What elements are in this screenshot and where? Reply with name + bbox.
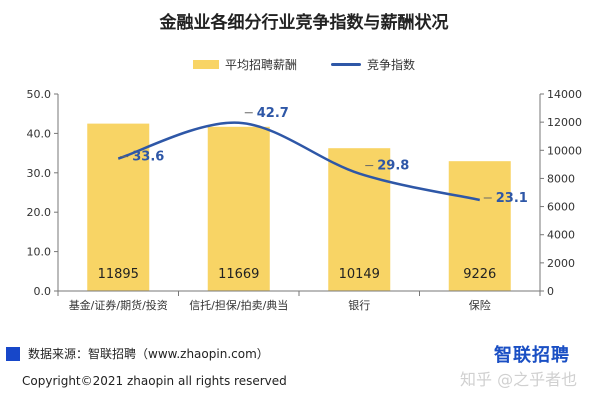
- y-left-tick-label: 0.0: [34, 285, 52, 298]
- y-right-tick-label: 14000: [547, 88, 582, 101]
- brand-logo: 智联招聘: [494, 345, 570, 366]
- bar-value-label: 9226: [463, 267, 496, 282]
- bar: [448, 161, 511, 291]
- x-tick-label: 信托/担保/拍卖/典当: [189, 298, 288, 312]
- source-marker: [6, 346, 20, 361]
- y-right-tick-label: 10000: [547, 144, 582, 157]
- bar-value-label: 11895: [98, 267, 139, 282]
- line-series-competition: [117, 121, 481, 202]
- x-tick-label: 银行: [348, 298, 370, 312]
- y-left-tick-label: 30.0: [27, 167, 52, 180]
- copyright-text: Copyright©2021 zhaopin all rights reserv…: [22, 374, 287, 388]
- watermark: 知乎 @之乎者也: [460, 370, 578, 389]
- y-right-tick-label: 8000: [547, 172, 575, 185]
- legend-swatch-line: [331, 63, 361, 66]
- line-value-label: 33.6: [132, 150, 164, 165]
- chart-title: 金融业各细分行业竞争指数与薪酬状况: [159, 13, 449, 33]
- x-tick-label: 基金/证券/期货/投资: [69, 298, 168, 312]
- y-left-tick-label: 10.0: [27, 246, 52, 259]
- chart-legend: 平均招聘薪酬 竞争指数: [0, 56, 608, 73]
- y-right-tick-label: 6000: [547, 201, 575, 214]
- line-value-label: 29.8: [377, 159, 409, 174]
- y-left-tick-label: 40.0: [27, 127, 52, 140]
- legend-item-competition: 竞争指数: [331, 56, 415, 73]
- legend-label-competition: 竞争指数: [367, 58, 416, 72]
- bar-value-label: 11669: [218, 267, 259, 282]
- y-right-tick-label: 2000: [547, 257, 575, 270]
- chart-plot: 0.0 10.0 20.0 30.0 40.0 50.0 0 2000 4000 6000 8000…: [27, 88, 583, 312]
- line-value-label: 42.7: [257, 106, 289, 121]
- bar-value-label: 10149: [339, 267, 380, 282]
- x-tick-label: 保险: [469, 298, 491, 312]
- data-source: 数据来源：智联招聘（www.zhaopin.com）: [6, 345, 269, 362]
- y-left-tick-label: 50.0: [27, 88, 52, 101]
- legend-swatch-bar: [192, 60, 219, 69]
- y-right-tick-label: 0: [547, 285, 554, 298]
- y-right-tick-label: 12000: [547, 116, 582, 129]
- y-right-tick-label: 4000: [547, 229, 575, 242]
- line-value-label: 23.1: [496, 191, 528, 206]
- y-left-tick-label: 20.0: [27, 206, 52, 219]
- bar: [328, 148, 391, 291]
- legend-label-salary: 平均招聘薪酬: [224, 58, 297, 72]
- bar: [207, 126, 270, 291]
- legend-item-salary: 平均招聘薪酬: [192, 56, 297, 73]
- source-text: 数据来源：智联招聘（www.zhaopin.com）: [28, 347, 269, 361]
